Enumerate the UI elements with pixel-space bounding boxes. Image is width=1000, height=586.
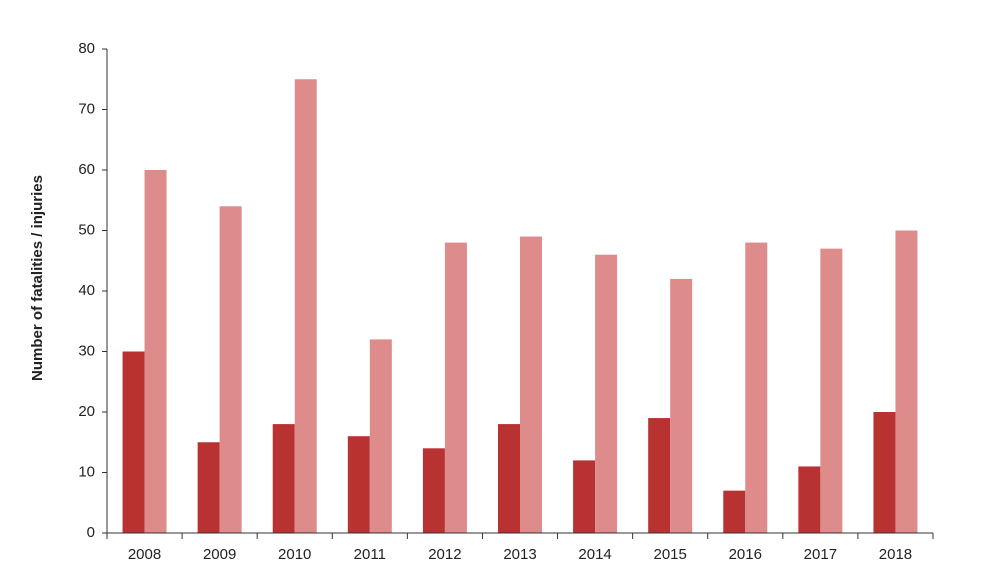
- x-tick-label: 2012: [428, 546, 461, 563]
- bar: [294, 79, 317, 533]
- bar: [197, 442, 220, 533]
- x-tick-label: 2008: [128, 546, 161, 563]
- bar: [820, 248, 843, 533]
- bar: [369, 339, 392, 533]
- bar: [144, 170, 167, 533]
- x-tick-label: 2009: [203, 546, 236, 563]
- bar: [444, 242, 467, 533]
- x-tick-label: 2011: [354, 546, 386, 563]
- bar: [895, 230, 918, 533]
- y-tick-label: 80: [78, 40, 95, 57]
- y-tick-label: 10: [78, 463, 95, 480]
- bar: [648, 418, 671, 533]
- bar: [723, 490, 746, 533]
- x-tick-label: 2016: [729, 546, 762, 563]
- y-tick-label: 30: [78, 342, 95, 359]
- y-tick-label: 70: [78, 100, 95, 117]
- bar: [873, 412, 896, 533]
- bar: [219, 206, 242, 534]
- bar: [745, 242, 768, 533]
- x-tick-label: 2014: [578, 546, 611, 563]
- y-tick-label: 0: [87, 524, 95, 541]
- bar: [122, 351, 145, 533]
- x-tick-label: 2017: [804, 546, 837, 563]
- bar: [670, 278, 693, 533]
- bar: [573, 460, 596, 533]
- x-tick-label: 2015: [653, 546, 686, 563]
- x-tick-label: 2010: [278, 546, 311, 563]
- bar: [798, 466, 821, 533]
- bar: [595, 254, 618, 533]
- bar: [347, 436, 370, 533]
- bar: [272, 424, 295, 533]
- bar: [498, 424, 520, 533]
- y-tick-label: 60: [78, 161, 95, 178]
- y-tick-label: 50: [78, 221, 95, 238]
- x-tick-label: 2013: [503, 546, 536, 563]
- y-axis-label: Number of fatalities / injuries: [29, 175, 46, 381]
- bar: [520, 236, 542, 534]
- x-tick-label: 2018: [879, 546, 912, 563]
- bar: [422, 448, 445, 533]
- y-tick-label: 40: [78, 282, 95, 299]
- y-tick-label: 20: [78, 403, 95, 420]
